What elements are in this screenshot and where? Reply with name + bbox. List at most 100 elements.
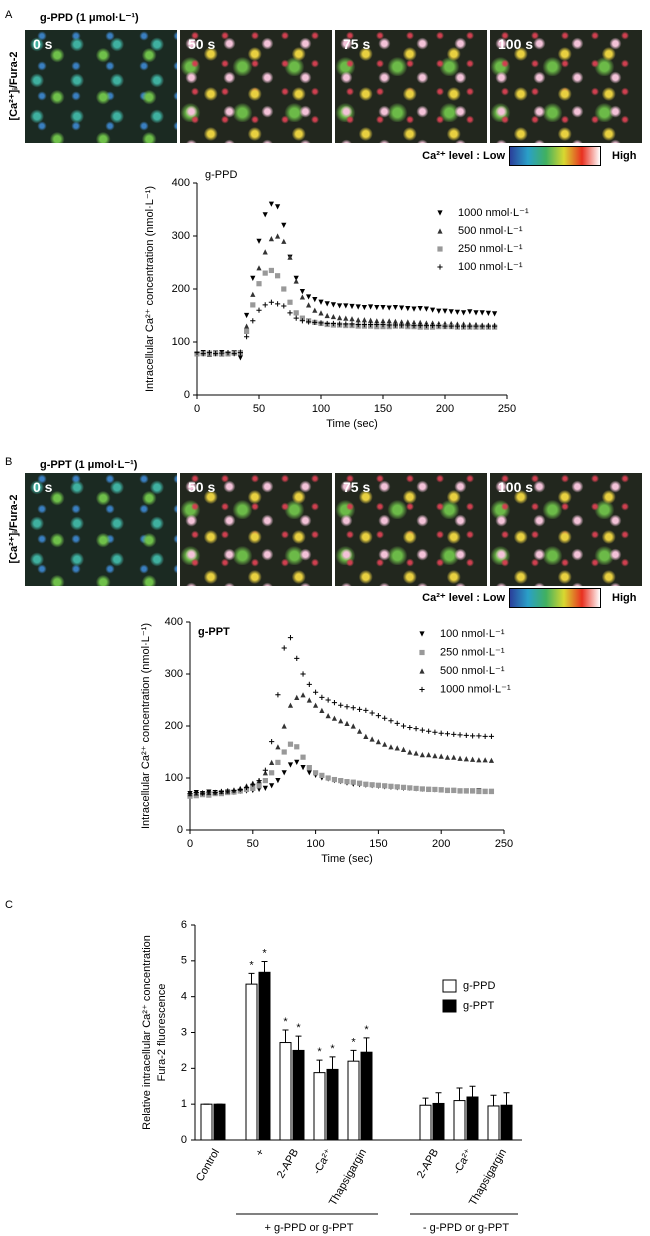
point [400,723,407,729]
bar [453,1100,466,1141]
point [256,265,262,271]
point [244,334,250,340]
point [492,323,498,329]
point [281,303,287,309]
point [388,718,394,724]
point [436,322,442,329]
point [206,350,212,356]
point [411,322,417,329]
point [200,351,206,357]
point [337,303,343,309]
point [451,787,457,794]
point [375,739,381,745]
point [343,315,349,321]
point [399,322,405,328]
point [243,784,250,790]
point [187,791,193,797]
point [423,322,429,329]
point [350,779,356,785]
panel-title: g-PPD (1 μmol·L⁻¹) [40,12,139,24]
point [488,757,495,763]
micrograph: 0 s [25,473,177,586]
point [331,715,338,721]
point [388,783,394,789]
point [400,746,407,752]
legend-marker [419,668,425,674]
significance: * [296,1022,301,1034]
point [206,789,212,795]
point [256,778,262,784]
point [269,739,275,745]
y-tick-label: 0 [177,824,183,836]
point [250,318,256,324]
point [438,787,444,793]
point [413,785,419,791]
x-tick-label: 2-APB [275,1147,301,1181]
point [482,788,488,795]
colorbar [509,588,601,608]
point [330,302,336,308]
significance: * [330,1043,335,1055]
legend-swatch [442,979,457,993]
point [426,786,432,793]
error-bar [363,1037,370,1053]
micrograph: 50 s [180,30,332,143]
point [331,700,338,706]
point [268,236,274,242]
point [386,322,392,328]
point [363,733,369,739]
point [300,671,306,677]
point [426,752,432,758]
x-tick-label: 2-APB [415,1147,441,1181]
point [448,309,454,315]
y-tick-label: 100 [165,772,183,784]
point [356,706,363,712]
micrograph: 75 s [335,30,487,143]
point [438,753,444,759]
point [400,784,407,790]
point [467,309,473,315]
point [382,783,388,789]
group-label: - g-PPD or g-PPT [423,1222,509,1234]
point [386,318,392,324]
y-tick-label: 4 [181,991,187,1003]
point [275,778,281,784]
y-tick-label: 0 [184,389,190,401]
point [281,286,287,292]
point [463,732,469,738]
point [492,311,498,317]
point [356,780,363,786]
point [349,321,355,327]
point [306,294,312,300]
point [454,309,460,315]
point [225,788,231,794]
point [275,744,281,750]
point [430,307,436,313]
point [281,770,287,776]
bar [432,1102,445,1141]
point [442,308,448,314]
point [413,750,419,756]
point [444,754,451,760]
point [269,759,275,765]
point [344,720,350,726]
point [343,321,349,327]
y-tick-label: 1 [181,1098,187,1110]
point [392,318,398,324]
point [405,322,411,328]
point [281,222,287,228]
point [488,733,495,739]
point [448,323,454,329]
point [361,304,367,311]
point [262,770,268,776]
point [300,692,306,698]
legend-label: 100 nmol·L⁻¹ [440,628,505,640]
significance: * [283,1016,288,1028]
point [237,786,243,793]
micrograph: 75 s [335,473,487,586]
point [436,308,442,314]
bar [213,1103,226,1141]
point [324,312,330,319]
x-tick-label: 50 [247,838,259,850]
point [275,233,281,239]
